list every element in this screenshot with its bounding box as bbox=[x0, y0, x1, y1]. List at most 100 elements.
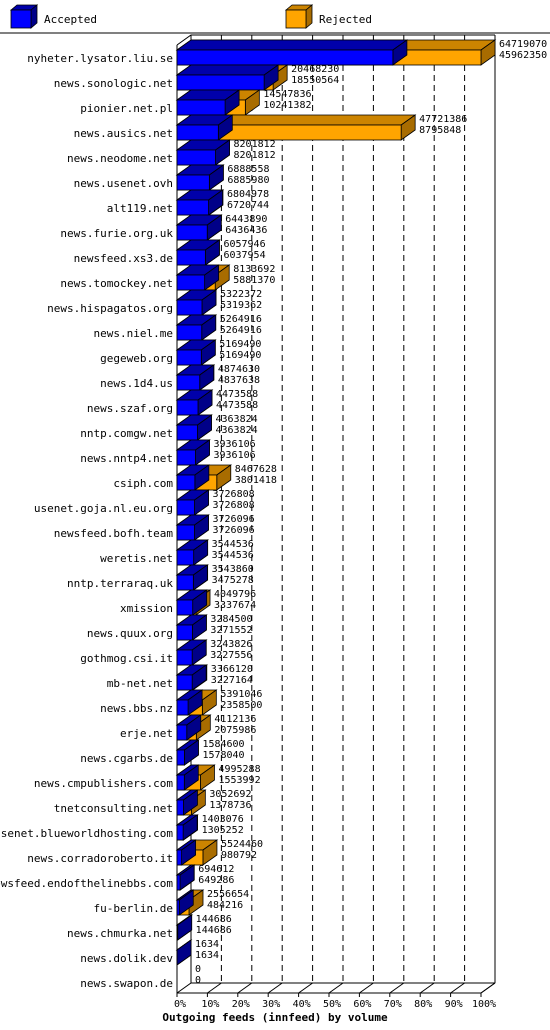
chart-title: Outgoing feeds (innfeed) by volume bbox=[162, 1011, 388, 1024]
value-label-offered: 5391046 bbox=[220, 689, 262, 700]
category-label: newsfeed.bofh.team bbox=[54, 527, 174, 540]
value-label-offered: 3726096 bbox=[213, 514, 255, 525]
value-label-offered: 3936106 bbox=[213, 439, 255, 450]
category-label: news.niel.me bbox=[94, 327, 173, 340]
bar-accepted bbox=[176, 449, 196, 466]
value-label-accepted: 1634 bbox=[195, 950, 219, 961]
grid-floor-tick bbox=[328, 982, 344, 994]
value-label-offered: 4112136 bbox=[214, 714, 256, 725]
x-tick-label: 50% bbox=[323, 999, 341, 1010]
value-label-offered: 4473588 bbox=[216, 389, 258, 400]
value-label-offered: 3726808 bbox=[213, 489, 255, 500]
value-label-offered: 144686 bbox=[196, 914, 232, 925]
value-label-accepted: 980792 bbox=[221, 850, 257, 861]
bar-accepted-side bbox=[177, 914, 193, 941]
category-label: news.hispagatos.org bbox=[47, 302, 173, 315]
bar-accepted bbox=[176, 49, 394, 66]
value-label-accepted: 3726096 bbox=[213, 525, 255, 536]
grid-floor-tick bbox=[298, 982, 313, 994]
value-label-offered: 6443890 bbox=[225, 214, 267, 225]
value-label-accepted: 3271552 bbox=[210, 625, 252, 636]
legend-swatch-rejected bbox=[285, 9, 307, 29]
category-label: newsfeed.endofthelinebbs.com bbox=[0, 877, 173, 890]
value-label-accepted: 1378736 bbox=[209, 800, 251, 811]
bar-accepted bbox=[176, 74, 265, 91]
bar-accepted bbox=[176, 824, 184, 841]
bar-accepted bbox=[176, 624, 193, 641]
bar-accepted bbox=[176, 149, 216, 166]
value-label-accepted: 484216 bbox=[207, 900, 243, 911]
category-label: pionier.net.pl bbox=[80, 102, 173, 115]
value-label-accepted: 4363824 bbox=[215, 425, 257, 436]
category-label: news.chmurka.net bbox=[67, 927, 173, 940]
x-tick-label: 10% bbox=[201, 999, 219, 1010]
bar-accepted bbox=[176, 499, 195, 516]
category-label: news.furie.org.uk bbox=[60, 227, 173, 240]
category-label: news.tomockey.net bbox=[60, 277, 173, 290]
value-label-offered: 4363824 bbox=[215, 414, 257, 425]
value-label-accepted: 649286 bbox=[198, 875, 234, 886]
legend-item-rejected: Rejected bbox=[284, 4, 372, 29]
value-label-offered: 694612 bbox=[198, 864, 234, 875]
category-label: news.cgarbs.de bbox=[80, 752, 173, 765]
value-label-accepted: 6436436 bbox=[225, 225, 267, 236]
bar-accepted bbox=[176, 374, 201, 391]
x-tick-label: 40% bbox=[293, 999, 311, 1010]
grid-floor-tick bbox=[207, 982, 222, 994]
value-label-accepted: 8201812 bbox=[234, 150, 276, 161]
value-label-offered: 8133692 bbox=[233, 264, 275, 275]
legend: Accepted Rejected bbox=[9, 4, 372, 29]
grid-floor-tick bbox=[450, 982, 465, 994]
value-label-offered: 64719070 bbox=[499, 39, 547, 50]
category-label: usenet.blueworldhosting.com bbox=[0, 827, 173, 840]
bar-accepted bbox=[176, 174, 210, 191]
category-label: news.cmpublishers.com bbox=[34, 777, 173, 790]
bar-accepted bbox=[176, 299, 203, 316]
category-label: news.nntp4.net bbox=[80, 452, 173, 465]
value-label-accepted: 4837638 bbox=[218, 375, 260, 386]
value-label-offered: 4874630 bbox=[218, 364, 260, 375]
value-label-offered: 3052692 bbox=[209, 789, 251, 800]
category-label: xmission bbox=[120, 602, 173, 615]
grid-floor-tick bbox=[419, 982, 435, 994]
value-label-offered: 1403076 bbox=[202, 814, 244, 825]
value-label-offered: 20468230 bbox=[291, 64, 339, 75]
value-label-offered: 5524460 bbox=[221, 839, 263, 850]
bar-accepted bbox=[176, 249, 206, 266]
category-label: news.1d4.us bbox=[100, 377, 173, 390]
category-label: usenet.goja.nl.eu.org bbox=[34, 502, 173, 515]
bar-accepted bbox=[176, 899, 180, 916]
bar-accepted bbox=[176, 99, 226, 116]
value-label-offered: 5169490 bbox=[219, 339, 261, 350]
value-label-accepted: 3936106 bbox=[213, 450, 255, 461]
value-label-accepted: 144686 bbox=[196, 925, 232, 936]
category-label: alt119.net bbox=[107, 202, 173, 215]
x-tick-label: 0% bbox=[174, 999, 186, 1010]
category-label: nntp.terraraq.uk bbox=[67, 577, 173, 590]
category-label: news.ausics.net bbox=[74, 127, 173, 140]
value-label-offered: 5322372 bbox=[220, 289, 262, 300]
value-label-accepted: 3726808 bbox=[213, 500, 255, 511]
plot-area: 0% 10% 20% 30% 40% 50% 60% 70% 80% 90% 100% nyheter… bbox=[0, 34, 547, 1010]
value-label-accepted: 3544536 bbox=[212, 550, 254, 561]
bar-accepted bbox=[176, 599, 194, 616]
value-label-offered: 3284500 bbox=[210, 614, 252, 625]
category-label: gothmog.csi.it bbox=[80, 652, 173, 665]
value-label-accepted: 10241382 bbox=[263, 100, 311, 111]
bar-accepted bbox=[176, 199, 209, 216]
value-label-offered: 6057946 bbox=[223, 239, 265, 250]
value-label-accepted: 3475278 bbox=[212, 575, 254, 586]
value-label-offered: 5264916 bbox=[220, 314, 262, 325]
bar-accepted bbox=[176, 674, 193, 691]
value-label-accepted: 3227164 bbox=[211, 675, 253, 686]
bar-accepted bbox=[176, 749, 185, 766]
x-tick-label: 90% bbox=[445, 999, 463, 1010]
category-label: news.szaf.org bbox=[87, 402, 173, 415]
plot-floor-back bbox=[176, 982, 495, 994]
bar-accepted-top bbox=[175, 39, 409, 51]
category-label: news.quux.org bbox=[87, 627, 173, 640]
x-tick-label: 100% bbox=[472, 999, 496, 1010]
bar-accepted bbox=[176, 399, 199, 416]
value-label-offered: 3366120 bbox=[211, 664, 253, 675]
bar-accepted bbox=[176, 699, 189, 716]
